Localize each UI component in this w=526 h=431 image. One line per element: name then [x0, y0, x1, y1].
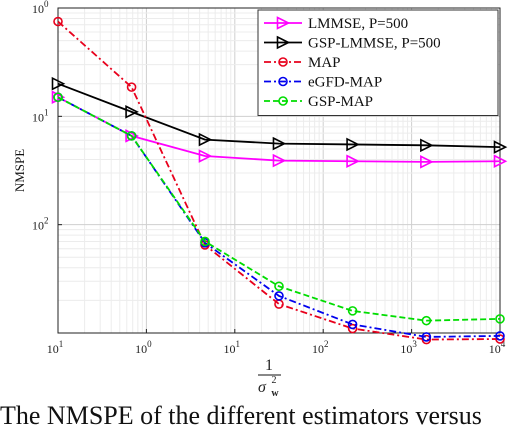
data-point: [272, 136, 287, 151]
x-tick-label: 101: [224, 339, 241, 356]
x-axis-label-numerator: 1: [265, 357, 273, 374]
legend: LMMSE, P=500 GSP-LMMSE, P=500 MAP eGFD-MAP G…: [257, 9, 499, 116]
data-point: [495, 314, 505, 324]
data-point: [198, 132, 213, 147]
legend-entry: GSP-MAP: [264, 94, 373, 110]
data-point: [274, 291, 284, 301]
series-line: [57, 96, 501, 322]
data-point: [420, 138, 434, 153]
data-point: [421, 332, 432, 342]
data-point: [198, 149, 213, 163]
x-axis-label-sup: 2: [272, 375, 277, 386]
data-point: [346, 137, 360, 152]
data-point: [347, 306, 358, 316]
y-axis-label: NMSPE: [12, 149, 27, 192]
legend-entry: eGFD-MAP: [264, 75, 382, 91]
data-point: [200, 236, 210, 247]
x-axis-label-denominator: σ: [258, 379, 267, 396]
data-point: [53, 16, 63, 27]
x-axis-label: 1 σ 2 w: [258, 357, 281, 399]
legend-marker: [276, 35, 291, 50]
data-point: [274, 281, 284, 292]
y-tick-label: 102: [32, 216, 49, 233]
x-tick-label: 100: [135, 339, 152, 356]
series-2: [51, 76, 508, 154]
legend-entry: LMMSE, P=500: [264, 16, 408, 32]
data-point: [126, 82, 137, 92]
legend-marker: [278, 57, 288, 67]
data-point: [420, 155, 434, 169]
legend-entry: GSP-LMMSE, P=500: [264, 36, 441, 52]
series-layer: [51, 16, 508, 345]
data-point: [421, 315, 432, 326]
legend-label: LMMSE, P=500: [308, 16, 408, 32]
x-tick-label: 103: [400, 339, 417, 356]
legend-marker: [278, 76, 288, 87]
data-point: [346, 154, 360, 169]
data-point: [272, 153, 287, 168]
series-line: [57, 96, 501, 338]
legend-marker: [278, 96, 288, 106]
data-point: [51, 76, 66, 91]
data-point: [274, 299, 284, 309]
x-axis-label-sub: w: [271, 388, 279, 399]
legend-label: GSP-MAP: [308, 94, 373, 110]
y-tick-label: 101: [32, 107, 49, 124]
series-5: [53, 92, 505, 326]
data-point: [126, 131, 137, 141]
legend-label: eGFD-MAP: [308, 75, 382, 91]
data-point: [125, 105, 139, 119]
x-tick-label: 101: [47, 339, 64, 356]
data-point: [53, 92, 63, 103]
y-axis-label-group: NMSPE: [12, 149, 27, 192]
x-tick-label: 102: [312, 339, 329, 356]
series-line: [57, 82, 501, 148]
data-point: [495, 331, 505, 341]
plot-frame: [57, 7, 501, 334]
data-point: [125, 129, 139, 143]
data-point: [493, 140, 508, 154]
figure-caption: The NMSPE of the different estimators ve…: [0, 401, 482, 430]
legend-label: MAP: [308, 55, 341, 71]
series-4: [53, 92, 505, 342]
legend-marker: [276, 16, 291, 30]
data-point: [347, 323, 358, 334]
legend-entry: MAP: [264, 55, 341, 71]
data-point: [347, 319, 358, 330]
data-point: [493, 154, 508, 169]
data-point: [51, 90, 66, 105]
y-tick-label: 100: [32, 0, 49, 16]
legend-label: GSP-LMMSE, P=500: [308, 36, 441, 52]
data-point: [495, 334, 505, 344]
